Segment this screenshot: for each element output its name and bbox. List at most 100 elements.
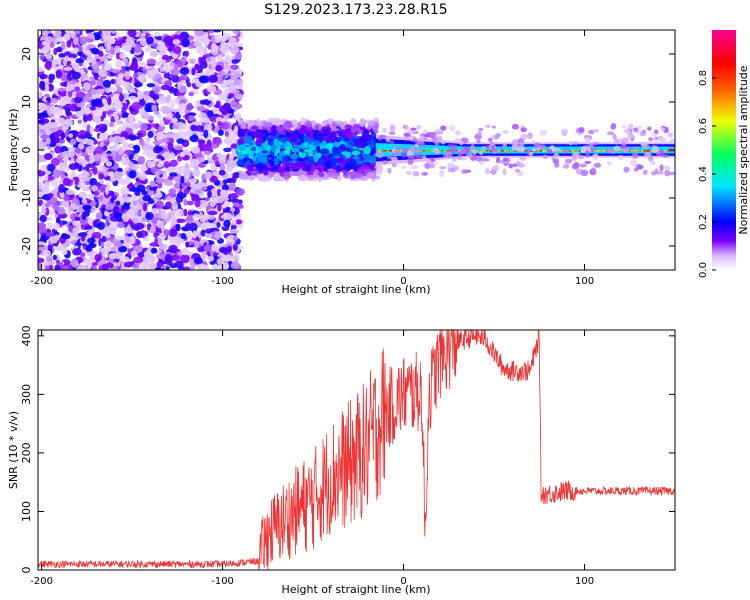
heatmap-blob	[228, 93, 235, 98]
heatmap-blob	[186, 200, 194, 206]
heatmap-blob	[85, 138, 95, 146]
heatmap-blob	[73, 36, 79, 46]
heatmap-blob	[155, 200, 164, 209]
heatmap-blob	[226, 160, 237, 169]
heatmap-blob	[168, 244, 178, 252]
heatmap-blob	[113, 101, 123, 110]
heatmap-blob	[94, 146, 104, 155]
carrier-band-cell	[384, 150, 388, 152]
heatmap-blob	[82, 61, 87, 71]
heatmap-blob	[224, 73, 229, 78]
heatmap-blob	[60, 166, 70, 172]
heatmap-blob	[255, 136, 264, 146]
heatmap-blob	[194, 125, 204, 132]
heatmap-blob	[152, 94, 160, 100]
heatmap-blob	[651, 133, 658, 137]
heatmap-blob	[206, 110, 214, 117]
heatmap-blob	[149, 180, 156, 188]
carrier-band-cell	[634, 150, 637, 152]
heatmap-blob	[153, 232, 159, 238]
heatmap-blob	[203, 31, 209, 37]
heatmap-blob	[187, 178, 198, 184]
heatmap-blob	[578, 163, 587, 168]
heatmap-blob	[82, 204, 92, 211]
heatmap-blob	[607, 131, 615, 136]
heatmap-blob	[193, 183, 203, 190]
heatmap-blob	[164, 181, 174, 186]
heatmap-blob	[108, 122, 114, 128]
heatmap-blob	[85, 30, 95, 33]
heatmap-blob	[591, 167, 596, 174]
carrier-band-cell	[578, 150, 581, 152]
heatmap-blob	[93, 139, 98, 145]
heatmap-blob	[263, 122, 273, 128]
heatmap-blob	[49, 41, 55, 49]
heatmap-blob	[139, 37, 148, 47]
heatmap-blob	[179, 31, 190, 40]
heatmap-blob	[613, 138, 620, 145]
heatmap-blob	[401, 147, 409, 153]
heatmap-blob	[359, 118, 366, 128]
heatmap-blob	[106, 53, 114, 60]
heatmap-blob	[420, 141, 426, 148]
heatmap-blob	[168, 188, 177, 195]
heatmap-blob	[217, 129, 224, 136]
heatmap-blob	[156, 99, 161, 104]
heatmap-blob	[305, 123, 313, 128]
carrier-band-cell	[544, 150, 547, 152]
heatmap-blob	[70, 169, 76, 177]
heatmap-blob	[232, 30, 241, 35]
heatmap-blob	[303, 134, 310, 142]
heatmap-blob	[342, 131, 352, 136]
heatmap-blob	[539, 129, 547, 136]
carrier-band-cell	[536, 150, 540, 152]
heatmap-blob	[179, 67, 190, 76]
heatmap-blob	[406, 170, 413, 175]
carrier-band-cell	[477, 150, 480, 152]
heatmap-blob	[227, 245, 232, 253]
heatmap-blob	[301, 124, 306, 131]
heatmap-blob	[203, 150, 211, 156]
heatmap-blob	[158, 243, 168, 250]
heatmap-blob	[651, 160, 656, 166]
heatmap-blob	[133, 225, 140, 231]
heatmap-blob	[75, 30, 81, 35]
heatmap-blob	[41, 206, 47, 215]
x-tick-label: 0	[400, 276, 406, 287]
heatmap-blob	[211, 42, 217, 52]
heatmap-blob	[231, 254, 240, 261]
heatmap-blob	[62, 193, 70, 201]
heatmap-blob	[39, 49, 48, 55]
carrier-band-cell	[573, 150, 576, 152]
heatmap-blob	[75, 91, 86, 98]
carrier-band-cell	[535, 150, 538, 152]
heatmap-blob	[123, 149, 134, 156]
heatmap-blob	[199, 193, 205, 199]
heatmap-blob	[668, 146, 675, 151]
heatmap-blob	[647, 126, 652, 131]
heatmap-blob	[419, 135, 425, 141]
heatmap-blob	[243, 135, 253, 144]
heatmap-blob	[209, 175, 218, 183]
heatmap-blob	[115, 252, 120, 260]
heatmap-blob	[195, 72, 202, 77]
heatmap-blob	[38, 228, 44, 234]
heatmap-blob	[72, 47, 79, 53]
heatmap-blob	[415, 147, 422, 154]
heatmap-blob	[203, 244, 213, 252]
heatmap-blob	[206, 255, 215, 262]
heatmap-blob	[633, 127, 638, 132]
heatmap-blob	[306, 174, 317, 179]
carrier-band-cell	[640, 150, 643, 152]
heatmap-blob	[70, 203, 77, 209]
heatmap-blob	[350, 126, 358, 134]
heatmap-blob	[86, 113, 93, 122]
heatmap-blob	[648, 155, 654, 162]
heatmap-blob	[108, 145, 118, 152]
heatmap-blob	[592, 141, 600, 145]
heatmap-blob	[148, 185, 159, 191]
heatmap-blob	[115, 31, 120, 39]
heatmap-blob	[511, 123, 519, 130]
carrier-band-cell	[506, 150, 509, 152]
carrier-band-cell	[379, 150, 382, 152]
